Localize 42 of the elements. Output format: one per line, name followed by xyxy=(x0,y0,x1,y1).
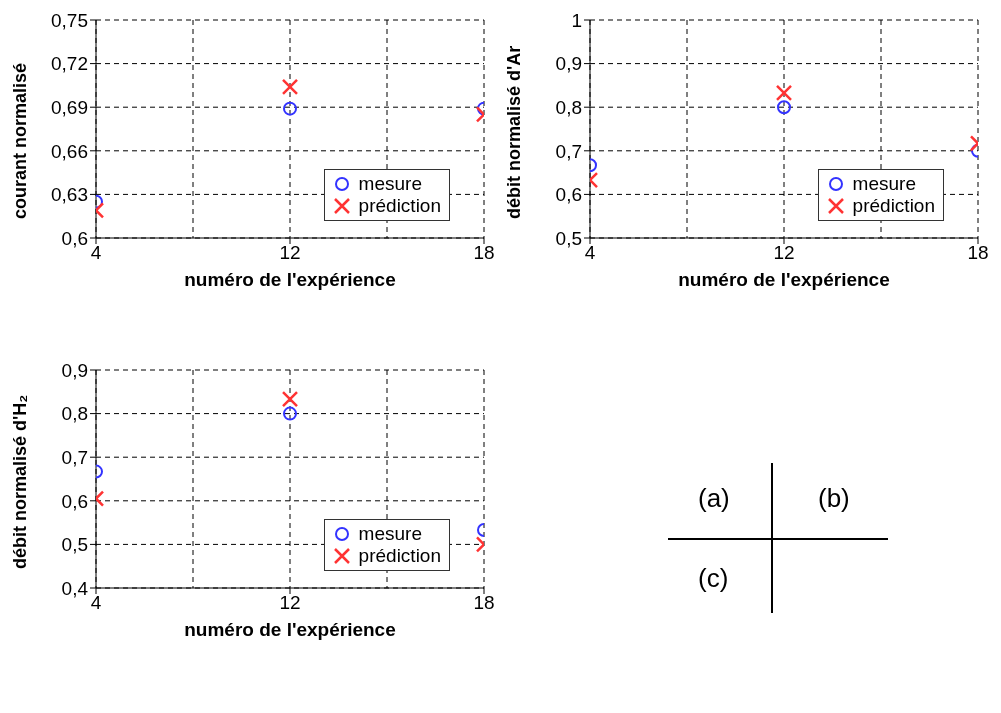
x-axis-title: numéro de l'expérience xyxy=(184,269,396,290)
legend-label: mesure xyxy=(358,522,422,545)
text: (b) xyxy=(818,483,850,514)
text: (a) xyxy=(698,483,730,514)
y-tick-label: 0,5 xyxy=(555,227,582,249)
y-tick-label: 0,7 xyxy=(61,446,88,468)
x-tick-label: 12 xyxy=(279,242,301,264)
y-tick-label: 0,5 xyxy=(61,534,88,556)
y-tick-label: 0,75 xyxy=(51,9,88,31)
y-tick-label: 0,72 xyxy=(51,53,88,75)
y-axis-title: débit normalisé d'Ar xyxy=(504,45,525,219)
y-tick-label: 0,9 xyxy=(61,359,88,381)
x-tick-label: 18 xyxy=(473,242,495,264)
x-tick-label: 12 xyxy=(279,592,301,614)
y-tick-label: 0,8 xyxy=(61,403,88,425)
y-tick-label: 0,8 xyxy=(555,96,582,118)
y-axis-title: débit normalisé d'H₂ xyxy=(10,394,31,569)
y-tick-label: 0,6 xyxy=(555,184,582,206)
y-axis-title: courant normalisé xyxy=(10,62,31,219)
legend-label: mesure xyxy=(852,172,916,195)
y-tick-label: 0,63 xyxy=(51,184,88,206)
legend-label: prédiction xyxy=(852,194,935,217)
y-tick-label: 0,6 xyxy=(61,490,88,512)
legend-label: prédiction xyxy=(358,544,441,567)
y-tick-label: 0,7 xyxy=(555,140,582,162)
x-tick-label: 4 xyxy=(90,592,102,614)
x-tick-label: 4 xyxy=(90,242,102,264)
y-tick-label: 0,69 xyxy=(51,96,88,118)
y-tick-label: 0,66 xyxy=(51,140,88,162)
text: (c) xyxy=(698,563,729,594)
x-axis-title: numéro de l'expérience xyxy=(678,269,890,290)
x-tick-label: 18 xyxy=(967,242,989,264)
legend-label: mesure xyxy=(358,172,422,195)
x-tick-label: 18 xyxy=(473,592,495,614)
y-tick-label: 0,9 xyxy=(555,53,582,75)
x-tick-label: 12 xyxy=(773,242,795,264)
y-tick-label: 0,4 xyxy=(61,577,89,599)
y-tick-label: 0,6 xyxy=(61,227,88,249)
y-tick-label: 1 xyxy=(571,9,582,31)
legend-label: prédiction xyxy=(358,194,441,217)
x-axis-title: numéro de l'expérience xyxy=(184,619,396,640)
x-tick-label: 4 xyxy=(584,242,596,264)
